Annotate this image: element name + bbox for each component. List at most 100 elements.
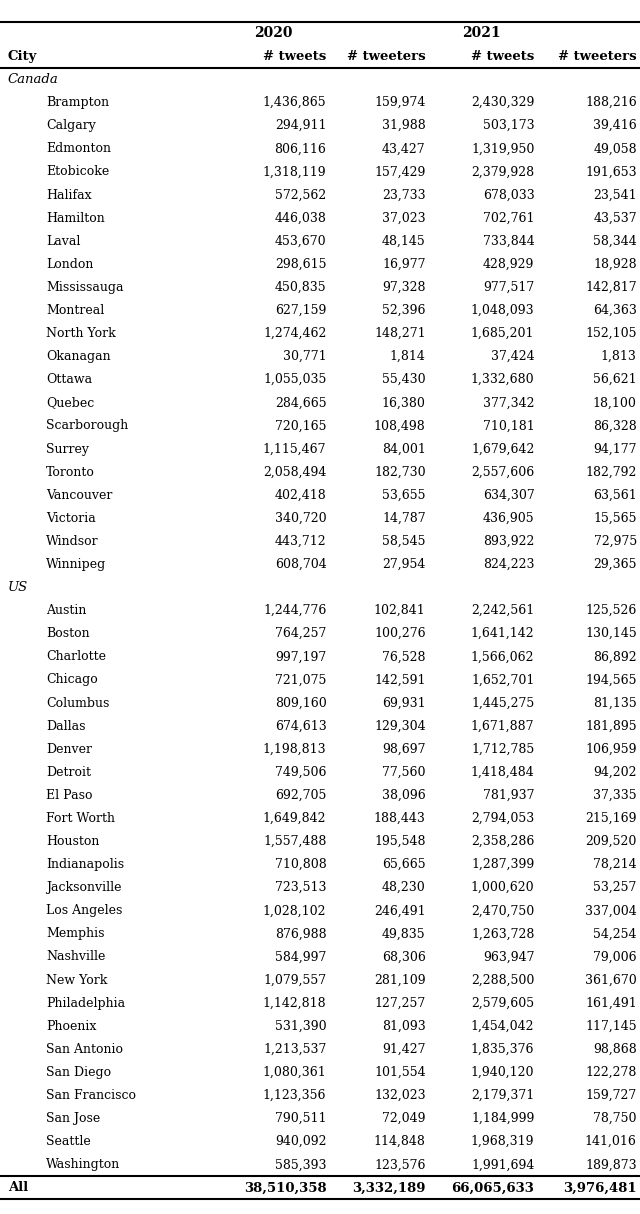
Text: San Francisco: San Francisco — [46, 1089, 136, 1102]
Text: 503,173: 503,173 — [483, 119, 534, 132]
Text: 98,697: 98,697 — [382, 743, 426, 755]
Text: 191,653: 191,653 — [585, 165, 637, 178]
Text: 18,100: 18,100 — [593, 396, 637, 409]
Text: 428,929: 428,929 — [483, 257, 534, 271]
Text: 1,198,813: 1,198,813 — [263, 743, 326, 755]
Text: El Paso: El Paso — [46, 789, 93, 802]
Text: 91,427: 91,427 — [382, 1043, 426, 1056]
Text: Detroit: Detroit — [46, 766, 91, 778]
Text: 189,873: 189,873 — [585, 1158, 637, 1172]
Text: All: All — [8, 1181, 28, 1195]
Text: 16,977: 16,977 — [382, 257, 426, 271]
Text: 298,615: 298,615 — [275, 257, 326, 271]
Text: 977,517: 977,517 — [483, 280, 534, 294]
Text: Nashville: Nashville — [46, 951, 106, 964]
Text: Scarborough: Scarborough — [46, 419, 129, 432]
Text: 806,116: 806,116 — [275, 142, 326, 155]
Text: 585,393: 585,393 — [275, 1158, 326, 1172]
Text: 572,562: 572,562 — [275, 188, 326, 202]
Text: 142,817: 142,817 — [585, 280, 637, 294]
Text: 678,033: 678,033 — [483, 188, 534, 202]
Text: Fort Worth: Fort Worth — [46, 812, 115, 826]
Text: 2,288,500: 2,288,500 — [471, 974, 534, 987]
Text: 16,380: 16,380 — [381, 396, 426, 409]
Text: 723,513: 723,513 — [275, 881, 326, 895]
Text: 284,665: 284,665 — [275, 396, 326, 409]
Text: 106,959: 106,959 — [586, 743, 637, 755]
Text: 142,591: 142,591 — [374, 674, 426, 686]
Text: 23,541: 23,541 — [593, 188, 637, 202]
Text: 58,545: 58,545 — [382, 535, 426, 548]
Text: Etobicoke: Etobicoke — [46, 165, 109, 178]
Text: 53,655: 53,655 — [382, 489, 426, 501]
Text: 1,244,776: 1,244,776 — [263, 605, 326, 617]
Text: 1,123,356: 1,123,356 — [263, 1089, 326, 1102]
Text: 720,165: 720,165 — [275, 419, 326, 432]
Text: 3,976,481: 3,976,481 — [563, 1181, 637, 1195]
Text: 997,197: 997,197 — [275, 651, 326, 663]
Text: Jacksonville: Jacksonville — [46, 881, 122, 895]
Text: 98,868: 98,868 — [593, 1043, 637, 1056]
Text: 1,679,642: 1,679,642 — [471, 443, 534, 455]
Text: 81,093: 81,093 — [382, 1020, 426, 1033]
Text: Winnipeg: Winnipeg — [46, 558, 106, 571]
Text: Philadelphia: Philadelphia — [46, 997, 125, 1010]
Text: # tweets: # tweets — [263, 50, 326, 63]
Text: 31,988: 31,988 — [382, 119, 426, 132]
Text: 159,727: 159,727 — [586, 1089, 637, 1102]
Text: 148,271: 148,271 — [374, 327, 426, 340]
Text: 194,565: 194,565 — [586, 674, 637, 686]
Text: 102,841: 102,841 — [374, 605, 426, 617]
Text: 18,928: 18,928 — [593, 257, 637, 271]
Text: 2,058,494: 2,058,494 — [263, 466, 326, 478]
Text: 64,363: 64,363 — [593, 304, 637, 317]
Text: Mississauga: Mississauga — [46, 280, 124, 294]
Text: 627,159: 627,159 — [275, 304, 326, 317]
Text: 49,058: 49,058 — [593, 142, 637, 155]
Text: 65,665: 65,665 — [382, 858, 426, 872]
Text: 674,613: 674,613 — [275, 720, 326, 732]
Text: Toronto: Toronto — [46, 466, 95, 478]
Text: 2,430,329: 2,430,329 — [471, 96, 534, 109]
Text: 963,947: 963,947 — [483, 951, 534, 964]
Text: 1,332,680: 1,332,680 — [471, 373, 534, 386]
Text: 78,750: 78,750 — [593, 1112, 637, 1125]
Text: 141,016: 141,016 — [585, 1135, 637, 1148]
Text: 1,445,275: 1,445,275 — [471, 697, 534, 709]
Text: 702,761: 702,761 — [483, 211, 534, 225]
Text: 129,304: 129,304 — [374, 720, 426, 732]
Text: 127,257: 127,257 — [374, 997, 426, 1010]
Text: 188,216: 188,216 — [585, 96, 637, 109]
Text: 69,931: 69,931 — [382, 697, 426, 709]
Text: 86,328: 86,328 — [593, 419, 637, 432]
Text: Los Angeles: Los Angeles — [46, 904, 122, 918]
Text: 1,319,950: 1,319,950 — [471, 142, 534, 155]
Text: Denver: Denver — [46, 743, 92, 755]
Text: 94,202: 94,202 — [593, 766, 637, 778]
Text: 101,554: 101,554 — [374, 1066, 426, 1079]
Text: 809,160: 809,160 — [275, 697, 326, 709]
Text: North York: North York — [46, 327, 116, 340]
Text: 2,794,053: 2,794,053 — [471, 812, 534, 826]
Text: 54,254: 54,254 — [593, 927, 637, 941]
Text: 77,560: 77,560 — [382, 766, 426, 778]
Text: Montreal: Montreal — [46, 304, 104, 317]
Text: 749,506: 749,506 — [275, 766, 326, 778]
Text: 1,080,361: 1,080,361 — [262, 1066, 326, 1079]
Text: 781,937: 781,937 — [483, 789, 534, 802]
Text: 81,135: 81,135 — [593, 697, 637, 709]
Text: 2,379,928: 2,379,928 — [471, 165, 534, 178]
Text: 443,712: 443,712 — [275, 535, 326, 548]
Text: 733,844: 733,844 — [483, 234, 534, 248]
Text: 710,808: 710,808 — [275, 858, 326, 872]
Text: San Antonio: San Antonio — [46, 1043, 123, 1056]
Text: 86,892: 86,892 — [593, 651, 637, 663]
Text: Columbus: Columbus — [46, 697, 109, 709]
Text: Brampton: Brampton — [46, 96, 109, 109]
Text: 1,418,484: 1,418,484 — [470, 766, 534, 778]
Text: 123,576: 123,576 — [374, 1158, 426, 1172]
Text: 37,023: 37,023 — [382, 211, 426, 225]
Text: 130,145: 130,145 — [585, 628, 637, 640]
Text: 43,537: 43,537 — [593, 211, 637, 225]
Text: Halifax: Halifax — [46, 188, 92, 202]
